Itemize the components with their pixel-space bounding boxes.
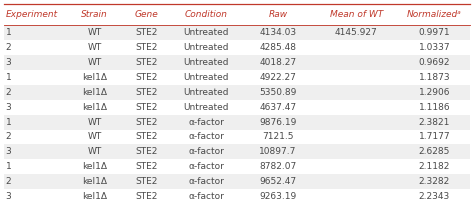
Text: WT: WT [87, 147, 101, 156]
Text: 2.3821: 2.3821 [419, 118, 450, 127]
Text: STE2: STE2 [135, 132, 157, 142]
Text: STE2: STE2 [135, 192, 157, 201]
Text: kel1Δ: kel1Δ [82, 192, 107, 201]
Text: 2: 2 [6, 88, 11, 97]
Text: 1.0337: 1.0337 [419, 43, 450, 52]
Text: STE2: STE2 [135, 28, 157, 37]
Text: WT: WT [87, 118, 101, 127]
Text: 9652.47: 9652.47 [259, 177, 297, 186]
Text: Strain: Strain [81, 10, 108, 19]
Text: Untreated: Untreated [183, 28, 229, 37]
Text: 1: 1 [6, 118, 11, 127]
Text: 2: 2 [6, 132, 11, 142]
Text: 1.2906: 1.2906 [419, 88, 450, 97]
Text: STE2: STE2 [135, 43, 157, 52]
Text: 4145.927: 4145.927 [335, 28, 378, 37]
Text: STE2: STE2 [135, 103, 157, 112]
Bar [4, 130, 470, 144]
Text: 4922.27: 4922.27 [260, 73, 296, 82]
Bar [4, 144, 470, 159]
Bar [4, 174, 470, 189]
Text: Condition: Condition [185, 10, 228, 19]
Text: 2.6285: 2.6285 [419, 147, 450, 156]
Bar [4, 40, 470, 55]
Text: α-factor: α-factor [188, 162, 224, 171]
Text: 8782.07: 8782.07 [259, 162, 297, 171]
Text: WT: WT [87, 58, 101, 67]
Text: kel1Δ: kel1Δ [82, 162, 107, 171]
Text: STE2: STE2 [135, 147, 157, 156]
Text: Gene: Gene [134, 10, 158, 19]
Text: α-factor: α-factor [188, 132, 224, 142]
Text: Experiment: Experiment [6, 10, 58, 19]
Text: 3: 3 [6, 103, 11, 112]
Text: 4134.03: 4134.03 [259, 28, 297, 37]
Text: α-factor: α-factor [188, 192, 224, 201]
Text: 1: 1 [6, 28, 11, 37]
Text: WT: WT [87, 28, 101, 37]
Text: 2.1182: 2.1182 [419, 162, 450, 171]
Text: 0.9971: 0.9971 [419, 28, 450, 37]
Text: Untreated: Untreated [183, 103, 229, 112]
Text: Normalizedᵃ: Normalizedᵃ [407, 10, 462, 19]
Text: 7121.5: 7121.5 [262, 132, 294, 142]
Text: 3: 3 [6, 147, 11, 156]
Text: 3: 3 [6, 192, 11, 201]
Text: α-factor: α-factor [188, 177, 224, 186]
Text: 1.7177: 1.7177 [419, 132, 450, 142]
Text: STE2: STE2 [135, 118, 157, 127]
Text: 1.1873: 1.1873 [419, 73, 450, 82]
Text: 4018.27: 4018.27 [259, 58, 297, 67]
Bar [4, 55, 470, 70]
Text: 4285.48: 4285.48 [260, 43, 297, 52]
Text: 2: 2 [6, 43, 11, 52]
Text: WT: WT [87, 43, 101, 52]
Text: 2: 2 [6, 177, 11, 186]
Bar [4, 70, 470, 85]
Text: 4637.47: 4637.47 [259, 103, 297, 112]
Text: Untreated: Untreated [183, 43, 229, 52]
Text: 5350.89: 5350.89 [259, 88, 297, 97]
Text: STE2: STE2 [135, 88, 157, 97]
Text: Untreated: Untreated [183, 88, 229, 97]
Bar [4, 85, 470, 100]
Bar [4, 189, 470, 204]
Text: STE2: STE2 [135, 73, 157, 82]
Text: STE2: STE2 [135, 58, 157, 67]
Text: Mean of WT: Mean of WT [329, 10, 383, 19]
Text: 2.3282: 2.3282 [419, 177, 450, 186]
Text: Untreated: Untreated [183, 73, 229, 82]
Bar [4, 159, 470, 174]
Text: 2.2343: 2.2343 [419, 192, 450, 201]
Text: 1: 1 [6, 162, 11, 171]
Text: 10897.7: 10897.7 [259, 147, 297, 156]
Text: α-factor: α-factor [188, 118, 224, 127]
Text: Untreated: Untreated [183, 58, 229, 67]
Text: α-factor: α-factor [188, 147, 224, 156]
Bar [4, 100, 470, 115]
Text: kel1Δ: kel1Δ [82, 88, 107, 97]
Text: kel1Δ: kel1Δ [82, 73, 107, 82]
Text: kel1Δ: kel1Δ [82, 177, 107, 186]
Text: 9263.19: 9263.19 [259, 192, 297, 201]
Bar [4, 25, 470, 40]
Text: 9876.19: 9876.19 [259, 118, 297, 127]
Text: STE2: STE2 [135, 177, 157, 186]
Text: WT: WT [87, 132, 101, 142]
Text: 3: 3 [6, 58, 11, 67]
Text: 1: 1 [6, 73, 11, 82]
Text: Raw: Raw [268, 10, 288, 19]
Text: kel1Δ: kel1Δ [82, 103, 107, 112]
Text: STE2: STE2 [135, 162, 157, 171]
Text: 1.1186: 1.1186 [419, 103, 450, 112]
Bar [4, 115, 470, 130]
Text: 0.9692: 0.9692 [419, 58, 450, 67]
